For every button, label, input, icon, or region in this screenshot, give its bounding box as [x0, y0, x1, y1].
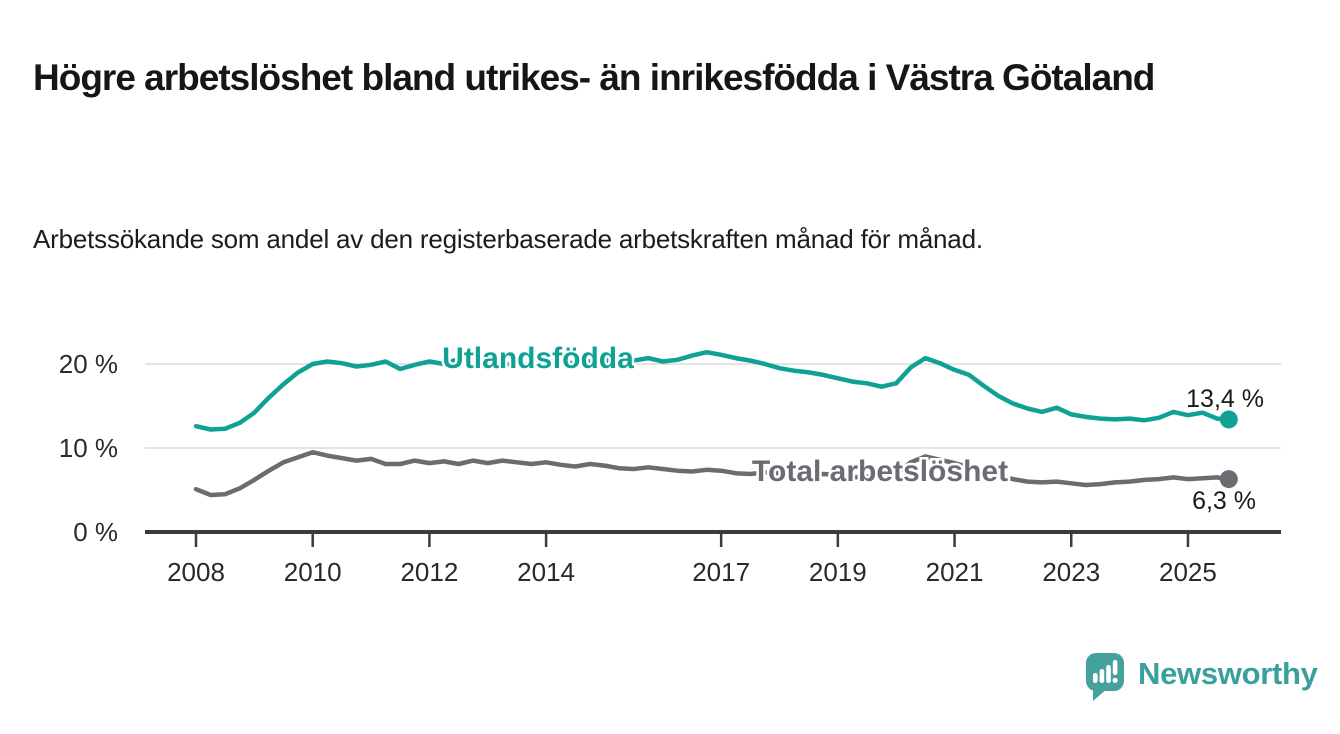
x-axis-label: 2023	[1042, 557, 1100, 587]
logo-wordmark: Newsworthy	[1138, 656, 1318, 691]
series-end-dot-utlandsfodda	[1219, 410, 1238, 429]
series-end-value-total: 6,3 %	[1192, 487, 1256, 515]
series-line-utlandsfodda	[193, 349, 1232, 432]
x-axis-label: 2021	[926, 557, 984, 587]
newsworthy-logo: Newsworthy	[1085, 652, 1318, 704]
series-line-total	[193, 449, 1232, 498]
series-label-utlandsfodda: Utlandsfödda	[442, 342, 634, 375]
x-axis-label: 2012	[400, 557, 458, 587]
x-axis-label: 2008	[167, 557, 225, 587]
series-label-total: Total arbetslöshet	[752, 455, 1008, 488]
y-axis-label: 20 %	[59, 349, 118, 379]
y-axis-label: 10 %	[59, 433, 118, 463]
x-axis-label: 2010	[284, 557, 342, 587]
x-axis-label: 2017	[692, 557, 750, 587]
page-title: Högre arbetslöshet bland utrikes- än inr…	[33, 56, 1155, 98]
series-end-value-utlandsfodda: 13,4 %	[1186, 385, 1264, 413]
speech-bubble-bar-chart-icon	[1086, 653, 1124, 701]
y-axis-label: 0 %	[73, 517, 118, 547]
x-axis-label: 2014	[517, 557, 575, 587]
series-end-dot-total	[1219, 470, 1238, 489]
x-axis-label: 2025	[1159, 557, 1217, 587]
x-axis-label: 2019	[809, 557, 867, 587]
page-subtitle: Arbetssökande som andel av den registerb…	[33, 224, 983, 254]
